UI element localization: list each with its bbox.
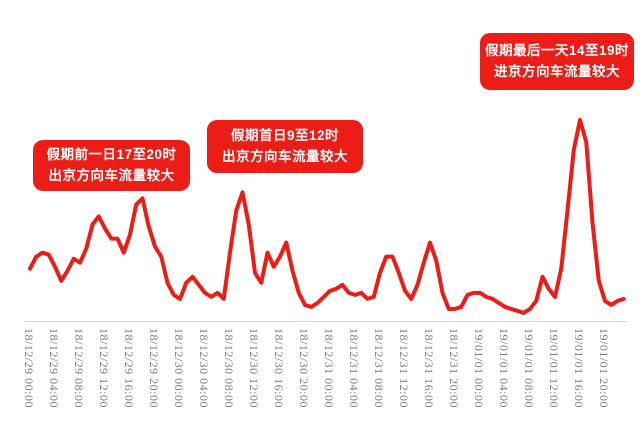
annotation-last-day: 假期最后一天14至19时 进京方向车流量较大 <box>480 33 634 90</box>
x-tick-label: 19/01/01 04:00 <box>497 328 511 409</box>
x-tick-label: 18/12/30 16:00 <box>272 328 286 409</box>
x-tick-label: 18/12/29 12:00 <box>97 328 111 409</box>
x-tick-label: 19/01/01 08:00 <box>522 328 536 409</box>
x-tick-label: 18/12/31 12:00 <box>397 328 411 409</box>
x-tick-label: 19/01/01 00:00 <box>472 328 486 409</box>
annotation-text-line: 假期首日9至12时 <box>230 127 340 143</box>
x-tick-label: 19/01/01 16:00 <box>572 328 586 409</box>
x-tick-label: 18/12/30 00:00 <box>172 328 186 409</box>
x-tick-label: 18/12/30 20:00 <box>297 328 311 409</box>
annotation-text-line: 假期最后一天14至19时 <box>484 42 630 58</box>
x-tick-label: 18/12/31 04:00 <box>347 328 361 409</box>
x-tick-label: 18/12/31 00:00 <box>322 328 336 409</box>
x-tick-label: 18/12/29 16:00 <box>122 328 136 409</box>
annotation-first-day: 假期首日9至12时 出京方向车流量较大 <box>207 120 363 173</box>
x-tick-label: 18/12/29 04:00 <box>47 328 61 409</box>
x-tick-label: 19/01/01 12:00 <box>547 328 561 409</box>
x-tick-label: 18/12/30 12:00 <box>247 328 261 409</box>
x-tick-label: 18/12/29 20:00 <box>147 328 161 409</box>
annotation-text-line: 出京方向车流量较大 <box>222 148 348 164</box>
x-tick-label: 18/12/31 16:00 <box>422 328 436 409</box>
annotation-text-line: 进京方向车流量较大 <box>494 63 620 79</box>
annotation-pre-holiday: 假期前一日17至20时 出京方向车流量较大 <box>33 140 190 191</box>
annotation-text-line: 假期前一日17至20时 <box>46 146 177 162</box>
x-tick-label: 18/12/31 08:00 <box>372 328 386 409</box>
x-tick-label: 18/12/30 04:00 <box>197 328 211 409</box>
traffic-flow-series-line <box>28 118 626 315</box>
x-tick-label: 18/12/29 08:00 <box>72 328 86 409</box>
x-tick-label: 18/12/31 20:00 <box>447 328 461 409</box>
x-tick-label: 19/01/01 20:00 <box>597 328 611 409</box>
x-tick-label: 18/12/30 08:00 <box>222 328 236 409</box>
x-tick-label: 18/12/29 00:00 <box>22 328 36 409</box>
annotation-text-line: 出京方向车流量较大 <box>48 167 175 183</box>
